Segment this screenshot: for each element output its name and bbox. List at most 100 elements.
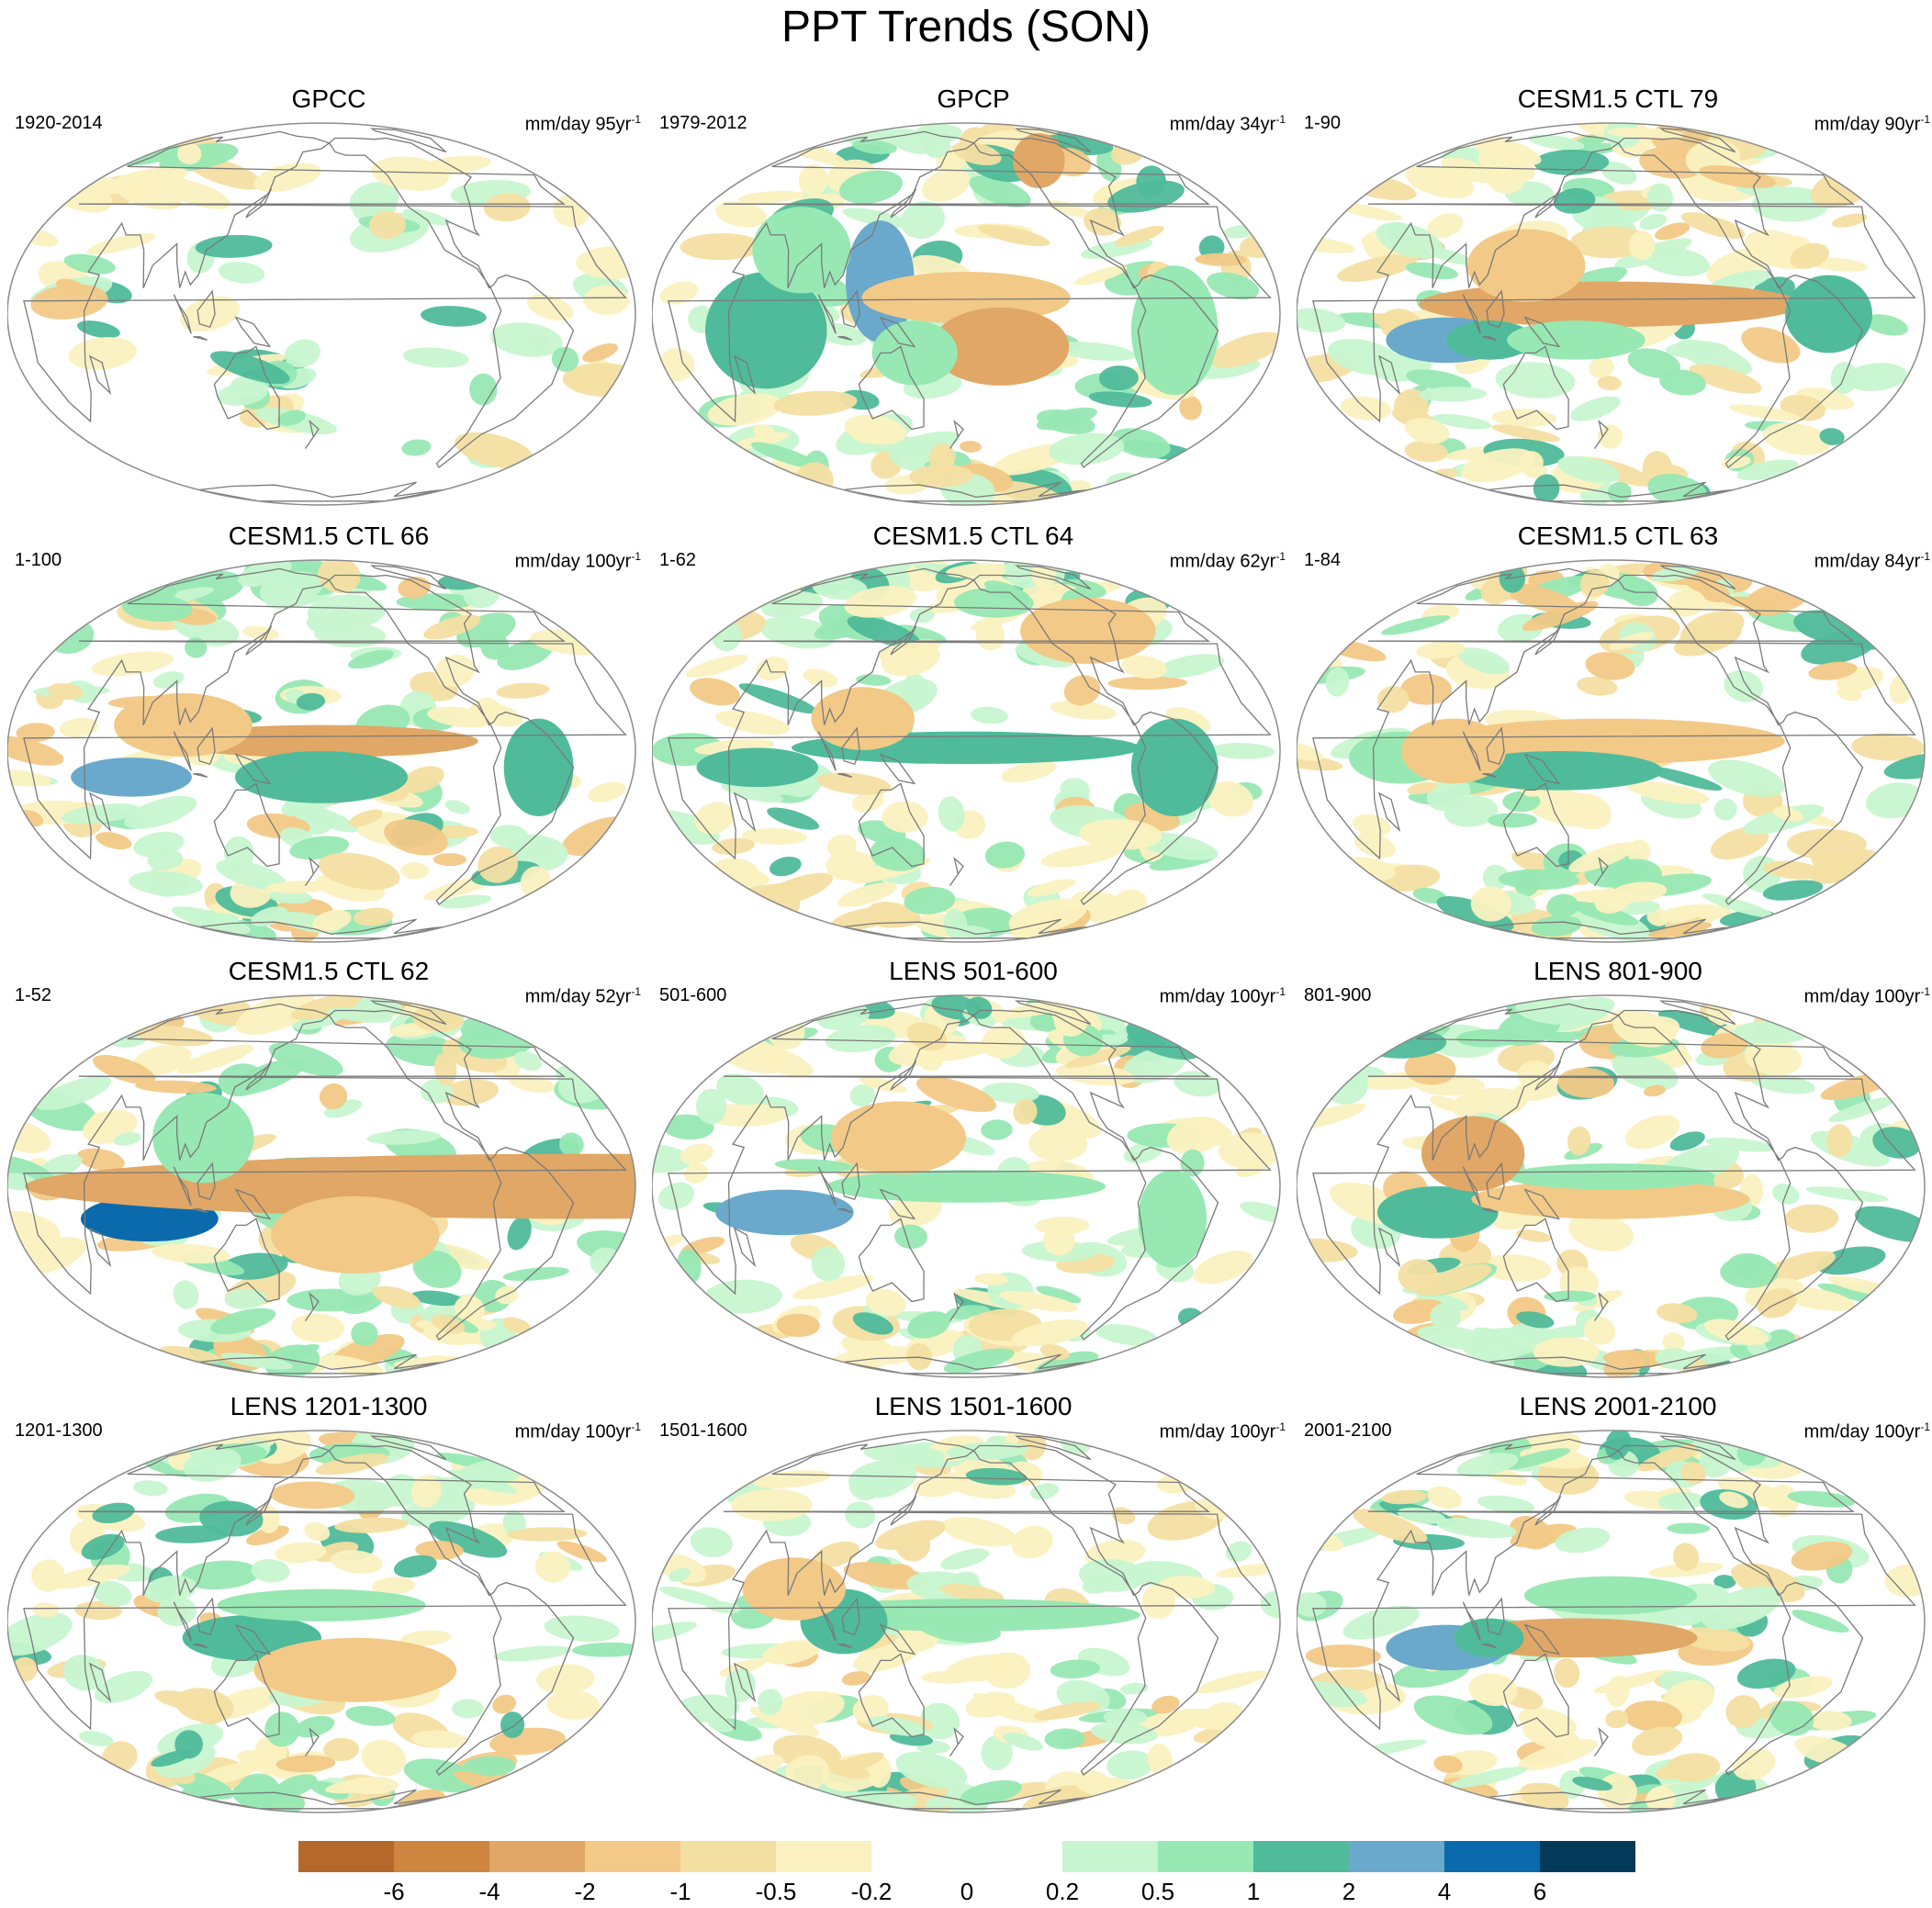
trend-blob — [941, 1517, 1017, 1547]
panel-period: 2001-2100 — [1304, 1420, 1392, 1441]
trend-blob — [47, 1564, 130, 1589]
map-outline — [1297, 1430, 1926, 1813]
trend-blob — [758, 1689, 783, 1716]
coastline — [1617, 137, 1864, 468]
colorbar-label: -6 — [383, 1878, 405, 1905]
trend-blob — [113, 1132, 141, 1146]
trend-blob — [863, 1443, 946, 1465]
coastline — [1015, 565, 1092, 590]
coastline — [23, 567, 627, 860]
coastline — [817, 731, 837, 771]
trend-blob — [253, 163, 321, 192]
trend-blob — [315, 1453, 388, 1476]
trend-blob — [1866, 782, 1925, 819]
trend-blob — [1689, 364, 1762, 394]
trend-blob — [1174, 1071, 1221, 1097]
coastline — [1593, 420, 1609, 449]
panel-units-text: mm/day 52yr — [524, 986, 632, 1007]
trend-blob — [1627, 348, 1681, 378]
map-panel: LENS 1201-1300 1201-1300 mm/day 100yr-1 — [7, 1392, 650, 1824]
trend-blob — [1585, 652, 1635, 680]
trend-blob — [345, 1706, 396, 1726]
trend-blob — [1470, 886, 1511, 922]
coastline — [245, 188, 273, 219]
trend-blob — [841, 1671, 871, 1686]
coastline — [817, 1166, 837, 1207]
trend-blob — [1762, 422, 1831, 455]
trend-blob — [507, 1527, 588, 1542]
trend-blob — [1432, 413, 1492, 430]
panel-units-text: mm/day 84yr — [1814, 551, 1921, 572]
trend-blob — [238, 560, 292, 588]
trend-blob — [1657, 1303, 1698, 1324]
trend-blob — [1416, 1291, 1469, 1311]
coastline — [1659, 565, 1736, 590]
coastline — [972, 137, 1219, 468]
trend-blob — [1450, 1087, 1528, 1120]
trend-blob — [1725, 1695, 1761, 1729]
colorbar-label: -1 — [669, 1878, 691, 1905]
coastline — [1482, 1644, 1498, 1649]
coastline — [1482, 1208, 1498, 1214]
trend-feature — [1020, 598, 1156, 664]
trend-blob — [1405, 262, 1458, 280]
trend-blob — [1478, 1254, 1552, 1282]
trend-blob — [1790, 242, 1829, 269]
trend-blob — [1826, 1124, 1853, 1158]
trend-blob — [1011, 1319, 1088, 1347]
trend-blob — [1106, 1750, 1154, 1780]
trend-blob — [1482, 864, 1510, 891]
trend-blob — [1488, 813, 1537, 828]
trend-blob — [412, 1250, 462, 1288]
trend-blob — [1667, 1522, 1711, 1534]
trend-blob — [716, 1073, 764, 1106]
trend-blob — [757, 872, 834, 908]
trend-blob — [251, 1558, 290, 1583]
trend-blob — [1011, 1525, 1053, 1559]
trend-blob — [307, 594, 386, 630]
trend-blob — [798, 163, 828, 196]
trend-blob — [1413, 1695, 1493, 1735]
trend-blob — [851, 791, 884, 813]
trend-blob — [1773, 806, 1804, 822]
panel-title: CESM1.5 CTL 62 — [228, 957, 430, 985]
trend-blob — [1555, 1527, 1611, 1554]
coastline — [1482, 773, 1498, 779]
trend-blob — [680, 1143, 713, 1164]
trend-blob — [133, 1480, 168, 1497]
trend-blob — [1597, 376, 1622, 391]
trend-blob — [1417, 1325, 1497, 1351]
trend-feature — [25, 1153, 635, 1219]
panel-units-exponent: -1 — [631, 1420, 641, 1433]
coastline — [304, 857, 320, 886]
trend-blob — [411, 1730, 468, 1749]
coastline — [668, 1438, 1272, 1731]
trend-feature — [831, 1101, 966, 1174]
trend-feature — [826, 1170, 1106, 1203]
trend-feature — [1138, 1170, 1208, 1268]
trend-blob — [776, 1313, 820, 1338]
trend-blob — [1485, 163, 1525, 195]
trend-blob — [582, 342, 619, 363]
trend-blob — [1663, 1679, 1715, 1717]
map-outline — [652, 994, 1281, 1378]
panel-units-exponent: -1 — [1275, 550, 1286, 563]
trend-blob — [572, 1642, 635, 1657]
coastline — [817, 1601, 837, 1642]
coastline — [1502, 1218, 1569, 1303]
trend-blob — [561, 815, 635, 857]
trend-blob — [1517, 1061, 1551, 1087]
trend-blob — [1657, 1009, 1735, 1037]
coastline — [733, 354, 757, 396]
trend-blob — [93, 1580, 132, 1607]
coastline — [817, 294, 837, 334]
trend-blob — [969, 175, 1031, 208]
panel-title: LENS 501-600 — [889, 957, 1058, 985]
trend-blob — [1673, 623, 1742, 657]
trend-feature — [1421, 1116, 1525, 1192]
coastline — [858, 1218, 925, 1303]
trend-blob — [1514, 869, 1540, 897]
trend-blob — [1297, 754, 1343, 771]
trend-blob — [546, 1689, 601, 1720]
coastline — [88, 1227, 112, 1268]
